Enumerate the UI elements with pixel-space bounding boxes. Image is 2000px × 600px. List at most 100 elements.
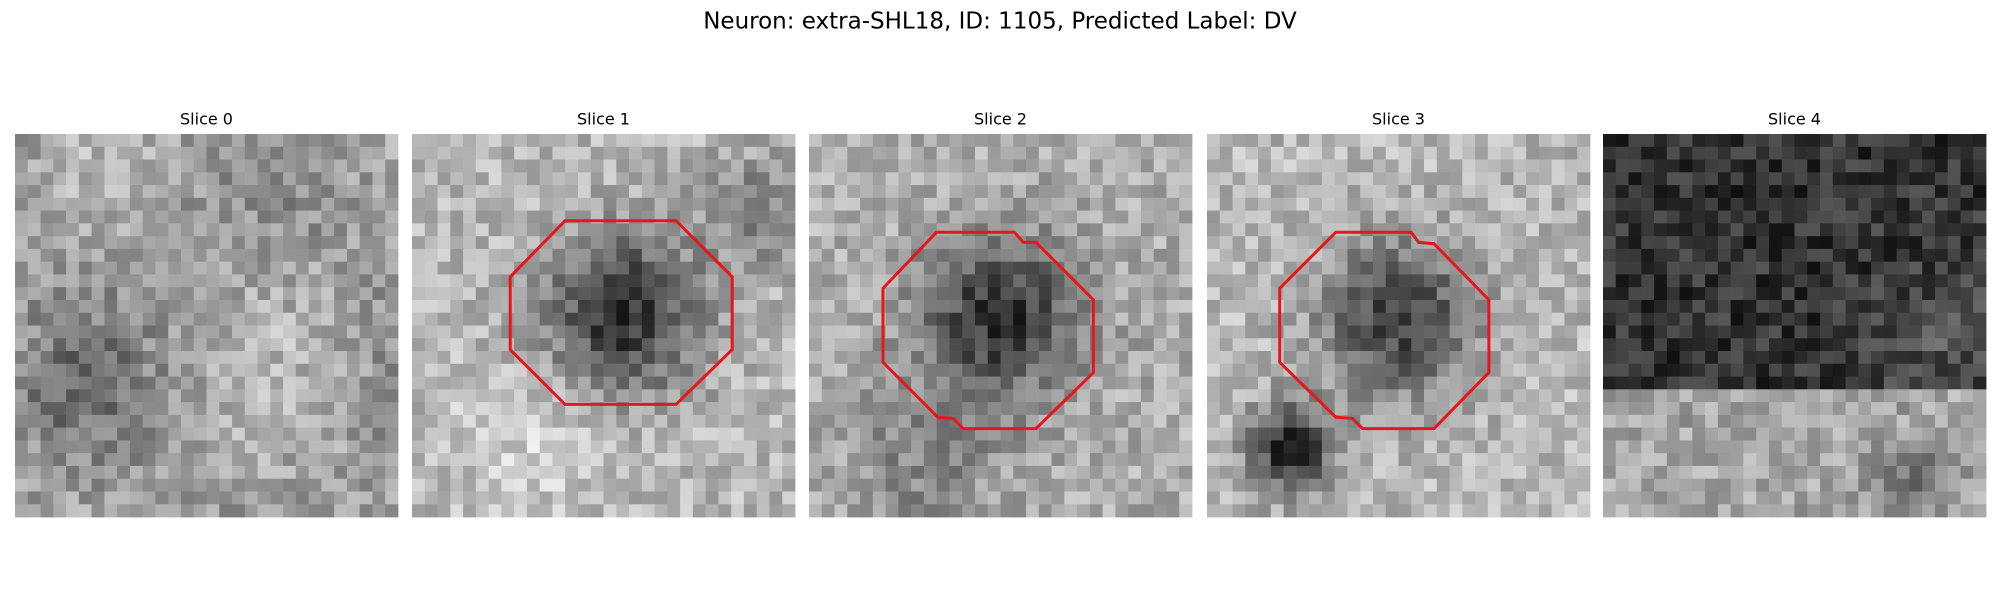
pixel [270,172,284,186]
pixel [1347,236,1361,250]
pixel [117,185,131,199]
pixel [1064,440,1078,454]
pixel [1909,312,1923,326]
pixel [565,491,579,505]
pixel [1424,172,1438,186]
pixel [257,223,271,237]
pixel [974,134,989,148]
pixel [1768,134,1783,148]
pixel [1219,172,1233,186]
pixel [1245,312,1259,326]
pixel [53,465,67,480]
pixel [1603,236,1617,250]
pixel [1871,402,1885,416]
pixel [565,146,579,160]
pixel [1153,363,1167,377]
pixel [911,299,925,314]
pixel [1679,248,1693,263]
pixel [1309,351,1323,365]
pixel [53,159,67,173]
pixel [412,210,426,224]
pixel [346,274,361,288]
pixel [1089,146,1104,160]
pixel [590,465,604,480]
pixel [1051,453,1065,467]
pixel [769,338,783,352]
pixel [437,223,451,237]
pixel [1832,197,1846,211]
pixel [1896,338,1910,352]
pixel [1140,504,1155,518]
pixel [552,504,566,518]
pixel [1845,185,1859,199]
pixel [91,389,105,403]
pixel [463,363,477,377]
pixel [1500,325,1514,339]
pixel [577,376,592,390]
pixel [1013,299,1027,314]
pixel [1424,134,1438,148]
pixel [1871,287,1885,301]
pixel [501,376,515,390]
pixel [1756,261,1770,275]
pixel [962,351,976,365]
pixel [283,376,297,390]
pixel [1768,491,1783,505]
pixel [244,453,258,467]
pixel [1692,299,1706,314]
pixel [1717,159,1732,173]
pixel [1807,325,1821,339]
pixel [526,134,541,148]
pixel [66,402,80,416]
pixel [1513,134,1527,148]
pixel [1153,185,1167,199]
pixel [437,146,451,160]
pixel [743,261,758,275]
pixel [257,402,271,416]
pixel [463,261,477,275]
pixel [936,134,950,148]
pixel [987,465,1001,480]
pixel [987,351,1001,365]
pixel [66,312,80,326]
pixel [962,478,976,492]
pixel [334,299,348,314]
pixel [1743,146,1757,160]
pixel [1934,185,1949,199]
pixel [1730,478,1744,492]
pixel [1258,146,1272,160]
pixel [1385,427,1399,441]
pixel [1845,440,1859,454]
pixel [1666,197,1680,211]
pixel [1398,427,1412,441]
pixel [1283,389,1297,403]
pixel [1245,478,1259,492]
pixel [1730,453,1744,467]
pixel [1717,414,1732,429]
pixel [1628,504,1642,518]
pixel [1717,197,1732,211]
pixel [565,248,579,263]
pixel [1820,440,1834,454]
pixel [232,210,246,224]
pixel [1500,223,1514,237]
pixel [1064,197,1078,211]
pixel [923,325,938,339]
pixel [1219,453,1233,467]
pixel [1960,325,1974,339]
pixel [743,197,758,211]
pixel [155,236,169,250]
pixel [539,223,553,237]
pixel [1064,261,1078,275]
pixel [590,274,604,288]
pixel [1153,312,1167,326]
pixel [155,363,169,377]
pixel [232,185,246,199]
pixel [1641,299,1655,314]
pixel [1424,440,1438,454]
pixel [629,236,643,250]
pixel [872,223,886,237]
pixel [782,491,796,505]
pixel [949,389,963,403]
pixel [769,376,783,390]
